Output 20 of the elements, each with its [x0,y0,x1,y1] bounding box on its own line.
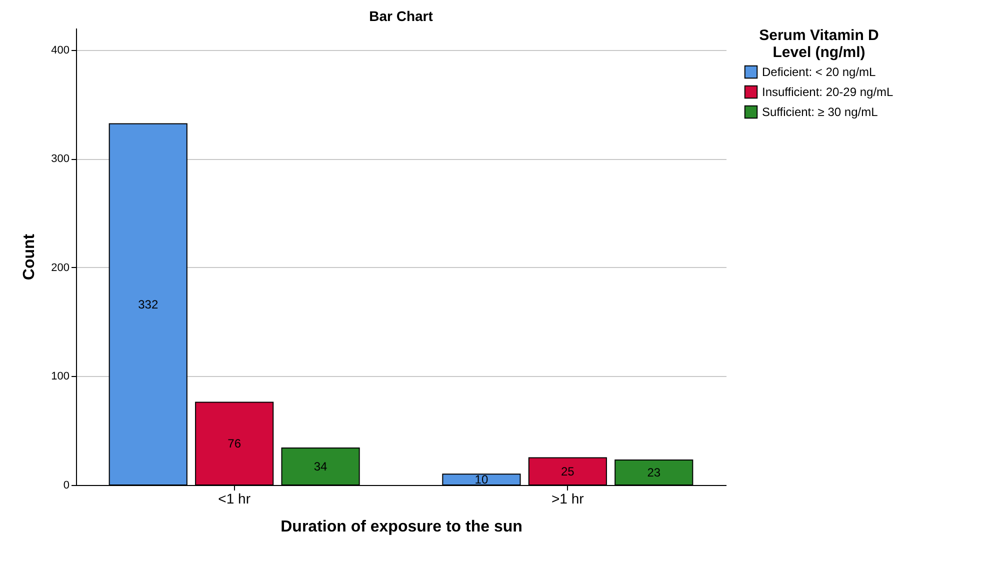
chart-title: Bar Chart [369,8,434,24]
x-tick-label: >1 hr [552,490,584,506]
y-tick-label: 300 [51,153,70,166]
data-label: 25 [560,464,575,478]
legend-label: Insufficient: 20-29 ng/mL [762,85,894,99]
y-tick-label: 400 [51,44,70,56]
legend-label: Deficient: < 20 ng/mL [762,65,876,79]
x-axis-title: Duration of exposure to the sun [280,518,522,536]
legend-label: Sufficient: ≥ 30 ng/mL [762,105,878,119]
data-label: 34 [314,460,328,474]
y-axis-title: Count [21,233,38,280]
x-tick-label: <1 hr [218,490,251,506]
data-label: 23 [647,465,661,480]
data-label: 332 [138,297,158,312]
data-label: 76 [228,436,242,451]
y-tick-label: 200 [51,262,70,274]
data-label: 10 [474,472,488,487]
legend-title: Serum Vitamin D Level (ng/ml) [759,27,880,61]
y-tick-label: 0 [63,480,70,492]
y-tick-label: 100 [51,370,70,383]
